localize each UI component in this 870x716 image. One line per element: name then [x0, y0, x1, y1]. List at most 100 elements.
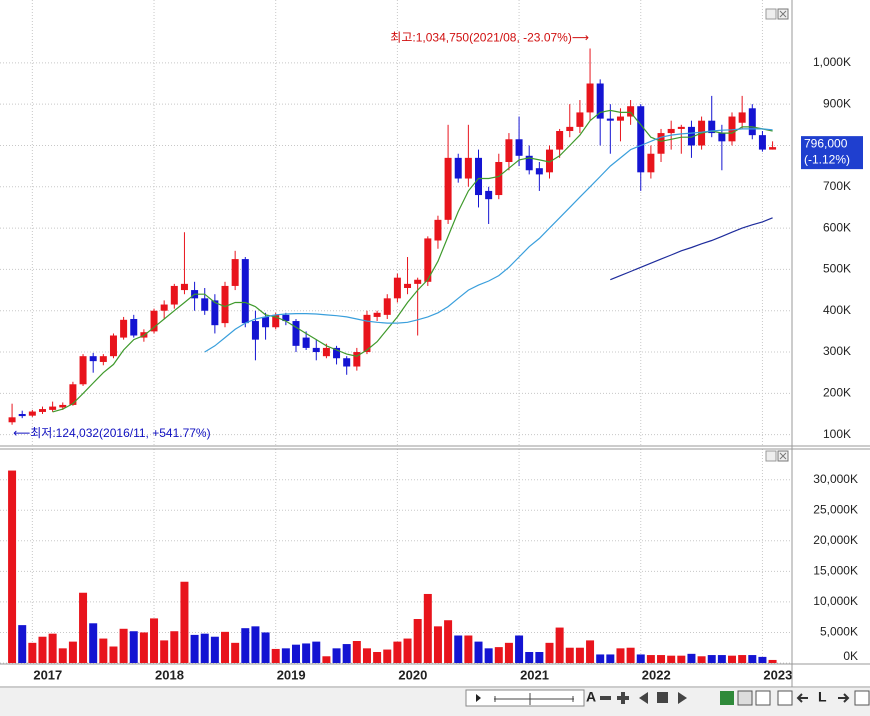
volume-bar: [717, 655, 726, 663]
scroll-thumb[interactable]: [494, 693, 574, 705]
y-tick-label: 900K: [823, 96, 851, 110]
volume-bar: [423, 593, 432, 663]
y-tick-label: 300K: [823, 344, 851, 358]
volume-bar: [150, 618, 159, 663]
volume-bar: [697, 656, 706, 663]
candle-body: [373, 312, 381, 317]
volume-bar: [170, 631, 179, 663]
y-tick-label: 5,000K: [820, 625, 858, 639]
volume-bar: [626, 647, 635, 663]
volume-bar: [616, 648, 625, 663]
candle-body: [302, 337, 310, 348]
toolbar-text[interactable]: A: [586, 689, 596, 705]
candle-body: [28, 411, 36, 416]
prev-button[interactable]: [639, 692, 648, 704]
volume-bar: [535, 652, 544, 663]
candle-body: [150, 310, 158, 332]
zoom-in-button[interactable]: [617, 692, 629, 704]
stop-button[interactable]: [657, 692, 668, 703]
scrollbar[interactable]: [465, 689, 585, 707]
x-tick-label: 2020: [398, 667, 427, 682]
labels-layer: 100K200K300K400K500K600K700K800K900K1,00…: [13, 31, 863, 682]
candle-body: [353, 352, 361, 367]
x-tick-label: 2023: [763, 667, 792, 682]
chart-button[interactable]: [755, 690, 771, 706]
close-button[interactable]: [777, 8, 789, 20]
candle-body: [49, 406, 57, 410]
forward-button[interactable]: [838, 693, 850, 703]
volume-bar: [312, 641, 321, 663]
volume-bar: [251, 626, 260, 663]
volume-bar: [555, 627, 564, 663]
toolbar-text[interactable]: L: [818, 689, 827, 705]
candle-body: [322, 347, 330, 357]
candle-body: [333, 347, 341, 359]
candle-body: [89, 356, 97, 362]
x-tick-label: 2019: [277, 667, 306, 682]
candle-body: [404, 283, 412, 289]
y-tick-label: 600K: [823, 220, 851, 234]
volume-bar: [58, 648, 67, 663]
print-button[interactable]: [777, 690, 793, 706]
panel-buttons: [765, 8, 789, 462]
minimize-button[interactable]: [765, 8, 777, 20]
candle-body: [586, 83, 594, 113]
save-button[interactable]: [737, 690, 753, 706]
candle-body: [292, 321, 300, 346]
volume-bar: [373, 652, 382, 663]
candle-body: [708, 120, 716, 134]
volume-bar: [646, 655, 655, 663]
close-button[interactable]: [777, 450, 789, 462]
back-button[interactable]: [796, 693, 808, 703]
scroll-arrow[interactable]: [476, 694, 481, 702]
volume-bar: [444, 620, 453, 663]
volume-bar: [8, 470, 17, 663]
zoom-out-button[interactable]: [600, 696, 611, 700]
volume-bar: [474, 641, 483, 663]
moving-average-line: [52, 109, 773, 413]
volume-bar: [180, 581, 189, 663]
candle-body: [485, 190, 493, 200]
candle-body: [596, 83, 604, 119]
candle-body: [616, 116, 624, 121]
candle-body: [180, 283, 188, 291]
minimize-button[interactable]: [765, 450, 777, 462]
candle-body: [109, 335, 117, 357]
candle-body: [99, 356, 107, 362]
marks-layer: [8, 48, 777, 663]
y-tick-label: 500K: [823, 262, 851, 276]
volume-bar: [322, 656, 331, 663]
y-tick-label: 0K: [843, 649, 858, 663]
volume-bar: [545, 642, 554, 663]
candle-body: [728, 116, 736, 142]
volume-bar: [99, 638, 108, 663]
volume-bar: [241, 628, 250, 663]
candle-body: [262, 316, 270, 328]
volume-bar: [413, 619, 422, 663]
candle-body: [647, 153, 655, 173]
next-button[interactable]: [678, 692, 687, 704]
x-tick-label: 2022: [642, 667, 671, 682]
y-tick-label: 100K: [823, 427, 851, 441]
candle-body: [69, 384, 77, 405]
volume-bar: [352, 641, 361, 663]
volume-bar: [454, 635, 463, 663]
candle-body: [434, 219, 442, 241]
candle-body: [576, 112, 584, 127]
candle-body: [130, 318, 138, 336]
candle-body: [657, 133, 665, 154]
candle-body: [556, 131, 564, 150]
volume-bar: [433, 626, 442, 663]
excel-button[interactable]: [720, 691, 734, 705]
settings-button[interactable]: [854, 690, 870, 706]
candle-body: [505, 139, 513, 162]
candle-body: [251, 321, 259, 340]
candle-body: [454, 157, 462, 179]
low-annotation: ⟵최저:124,032(2016/11, +541.77%): [13, 426, 211, 440]
candle-body: [363, 314, 371, 353]
candle-body: [667, 128, 675, 134]
candle-body: [343, 358, 351, 367]
volume-bar: [565, 647, 574, 663]
volume-bar: [667, 655, 676, 663]
